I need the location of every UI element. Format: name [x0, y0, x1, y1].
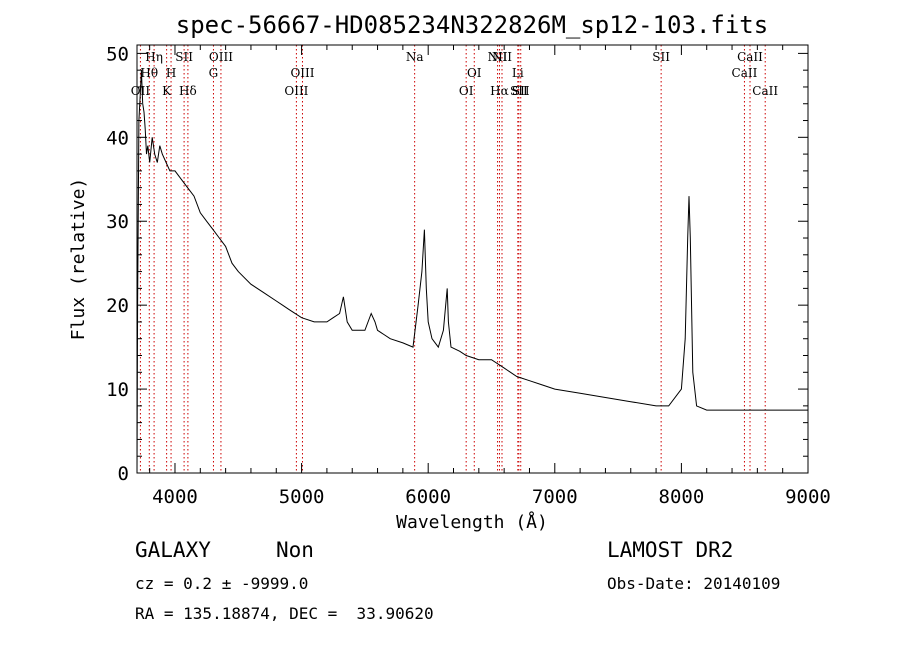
line-label: Na	[406, 50, 424, 64]
plot-frame	[136, 44, 809, 474]
x-axis-label: Wavelength (Å)	[396, 511, 548, 533]
line-label: Hη	[145, 50, 163, 64]
y-axis-ticks: 0 10 20 30 40 50	[106, 43, 808, 485]
x-tick-label: 6000	[405, 486, 451, 508]
line-label: Li	[512, 66, 524, 80]
line-label: OI	[459, 84, 474, 98]
survey-label: LAMOST DR2	[607, 538, 734, 562]
class-label: GALAXY	[135, 538, 211, 562]
line-label: Hθ	[140, 66, 158, 80]
spectrum-line	[136, 70, 808, 474]
x-tick-label: 8000	[659, 486, 705, 508]
redshift-text: cz = 0.2 ± -9999.0	[135, 574, 309, 593]
y-tick-label: 30	[106, 211, 129, 233]
coordinates-text: RA = 135.18874, DEC = 33.90620	[135, 604, 434, 623]
line-label: CaII	[752, 84, 778, 98]
line-label: G	[209, 66, 219, 80]
x-tick-label: 4000	[152, 486, 198, 508]
line-label: OIII	[284, 84, 308, 98]
x-tick-label: 7000	[532, 486, 578, 508]
line-label: H	[166, 66, 176, 80]
line-label: OI	[467, 66, 482, 80]
chart-title: spec-56667-HD085234N322826M_sp12-103.fit…	[176, 11, 768, 39]
obs-date-text: Obs-Date: 20140109	[607, 574, 781, 593]
line-label: OIII	[209, 50, 233, 64]
x-tick-label: 5000	[279, 486, 325, 508]
line-label: K	[162, 84, 172, 98]
y-tick-label: 10	[106, 379, 129, 401]
y-axis-label: Flux (relative)	[68, 178, 89, 341]
subclass-label: Non	[276, 538, 314, 562]
y-tick-label: 40	[106, 127, 129, 149]
line-label: SII	[510, 84, 528, 98]
line-label: SII	[512, 84, 530, 98]
spectral-line-markers	[139, 45, 766, 473]
line-label: CaII	[737, 50, 763, 64]
line-label: OIII	[290, 66, 314, 80]
y-tick-label: 20	[106, 295, 129, 317]
line-label: NII	[488, 50, 508, 64]
spectral-line-labels: OIIHθHηKHSIIHδGOIIIOIIIOIIINaOIOINIIHαNI…	[131, 50, 779, 98]
y-tick-label: 50	[106, 43, 129, 65]
line-label: CaII	[732, 66, 758, 80]
line-label: SII	[652, 50, 670, 64]
line-label: SII	[175, 50, 193, 64]
x-axis-ticks: 4000 5000 6000 7000 8000 9000	[149, 45, 831, 508]
y-tick-label: 0	[118, 463, 129, 485]
x-tick-label: 9000	[785, 486, 831, 508]
line-label: Hα	[490, 84, 509, 98]
line-label: NII	[492, 50, 512, 64]
line-label: Hδ	[179, 84, 197, 98]
